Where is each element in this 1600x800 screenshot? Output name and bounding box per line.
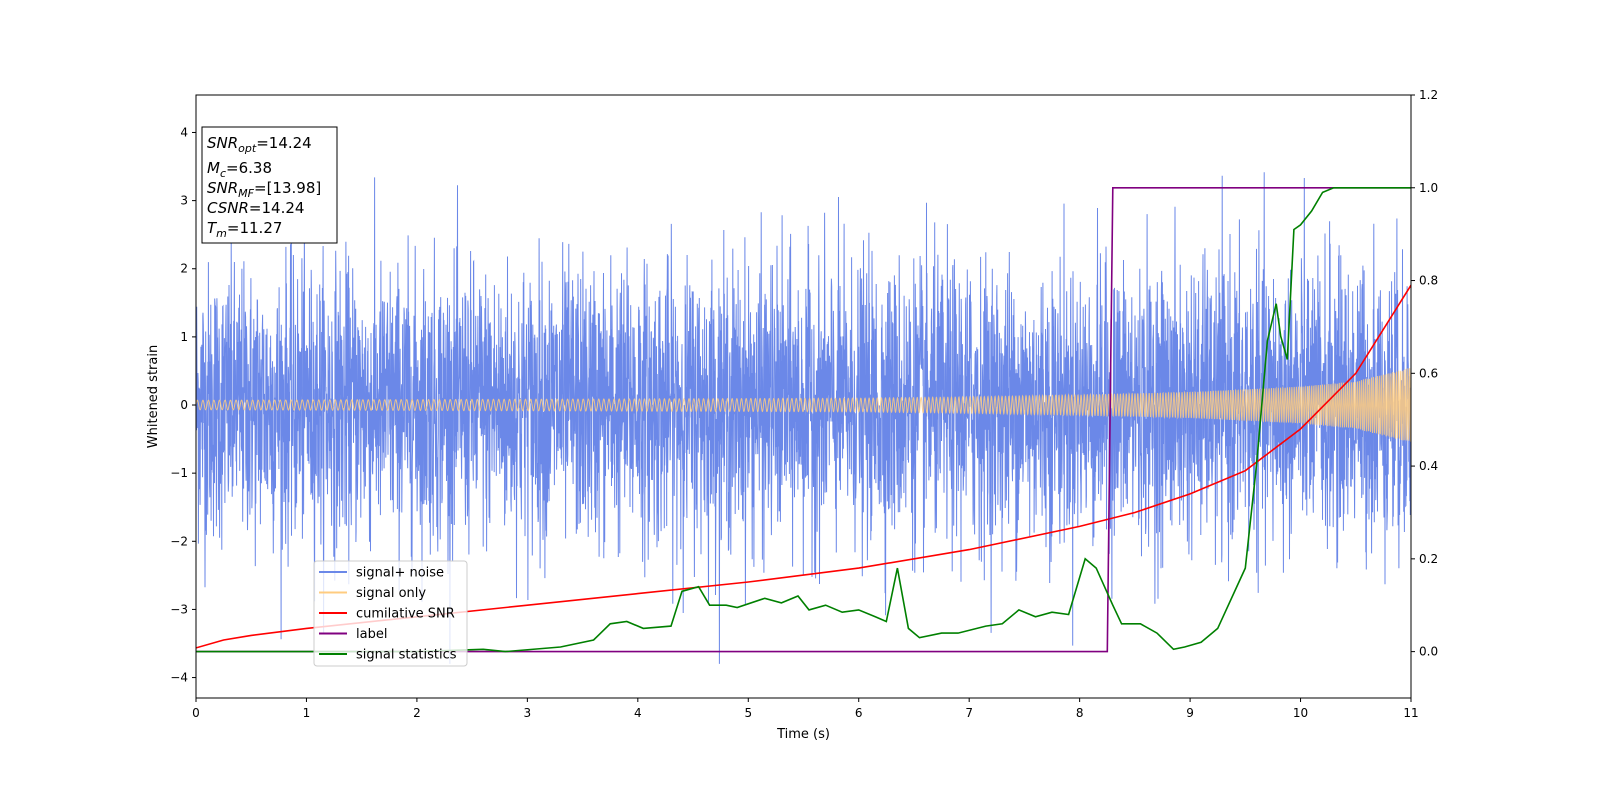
x-tick-label: 10 bbox=[1293, 706, 1308, 720]
x-tick-label: 3 bbox=[524, 706, 532, 720]
axes-frame bbox=[195, 94, 1412, 699]
x-tick-label: 2 bbox=[413, 706, 421, 720]
legend-entry: label bbox=[356, 627, 387, 642]
info-box-line: SNRopt=14.24 bbox=[207, 134, 312, 155]
y-left-tick-label: 3 bbox=[180, 194, 188, 208]
y-left-tick-label: 1 bbox=[180, 330, 188, 344]
y-right-tick-label: 0.4 bbox=[1419, 459, 1438, 473]
y-right-tick-label: 0.8 bbox=[1419, 274, 1438, 288]
x-tick-label: 7 bbox=[965, 706, 973, 720]
y-left-tick-label: −3 bbox=[170, 602, 188, 616]
legend: signal+ noise signal only cumilative SNR la… bbox=[313, 560, 468, 667]
y-left-tick-label: −4 bbox=[170, 671, 188, 685]
y-left-tick-label: 2 bbox=[180, 262, 188, 276]
y-left-tick-label: −2 bbox=[170, 534, 188, 548]
info-box-frame bbox=[201, 126, 338, 244]
info-box-line: Tm=11.27 bbox=[207, 219, 282, 240]
x-tick-label: 11 bbox=[1403, 706, 1418, 720]
series-signal-only bbox=[196, 368, 1411, 442]
x-tick-label: 1 bbox=[303, 706, 311, 720]
x-tick-label: 6 bbox=[855, 706, 863, 720]
y-right-tick-label: 1.2 bbox=[1419, 88, 1438, 102]
info-box-line: Mc=6.38 bbox=[207, 159, 272, 180]
legend-entry: signal statistics bbox=[356, 648, 457, 663]
y-right-tick-label: 0.2 bbox=[1419, 552, 1438, 566]
series-signal-noise bbox=[196, 172, 1411, 664]
y-right-tick-label: 1.0 bbox=[1419, 181, 1438, 195]
x-tick-label: 9 bbox=[1186, 706, 1194, 720]
legend-entry: signal+ noise bbox=[356, 566, 444, 581]
series-label bbox=[196, 187, 1411, 653]
legend-frame bbox=[313, 560, 468, 667]
info-box-line: SNRMF=[13.98] bbox=[207, 179, 321, 200]
plot-area bbox=[196, 172, 1411, 664]
y-right-tick-label: 0.6 bbox=[1419, 366, 1438, 380]
axis-ticks: 0 1 2 3 4 5 6 7 8 9 10 11 −4 −3 −2 −1 0 1 2 3 4 0.0 0.2 0.4 0.6 0… bbox=[170, 88, 1438, 720]
y-axis-label: Whitened strain bbox=[146, 345, 161, 448]
legend-entry: cumilative SNR bbox=[356, 607, 455, 622]
x-tick-label: 8 bbox=[1076, 706, 1084, 720]
x-tick-label: 4 bbox=[634, 706, 642, 720]
x-tick-label: 5 bbox=[744, 706, 752, 720]
y-left-tick-label: −1 bbox=[170, 466, 188, 480]
series-signal-statistics bbox=[196, 187, 1411, 653]
y-left-tick-label: 4 bbox=[180, 125, 188, 139]
series-cumulative-snr bbox=[196, 284, 1411, 649]
info-box: SNRopt=14.24 Mc=6.38SNRMF=[13.98]CSNR=14.… bbox=[201, 126, 338, 244]
legend-entry: signal only bbox=[356, 586, 426, 601]
x-axis-label: Time (s) bbox=[776, 727, 830, 742]
y-left-tick-label: 0 bbox=[180, 398, 188, 412]
x-tick-label: 0 bbox=[192, 706, 200, 720]
y-right-tick-label: 0.0 bbox=[1419, 645, 1438, 659]
info-box-line: CSNR=14.24 bbox=[207, 199, 304, 217]
